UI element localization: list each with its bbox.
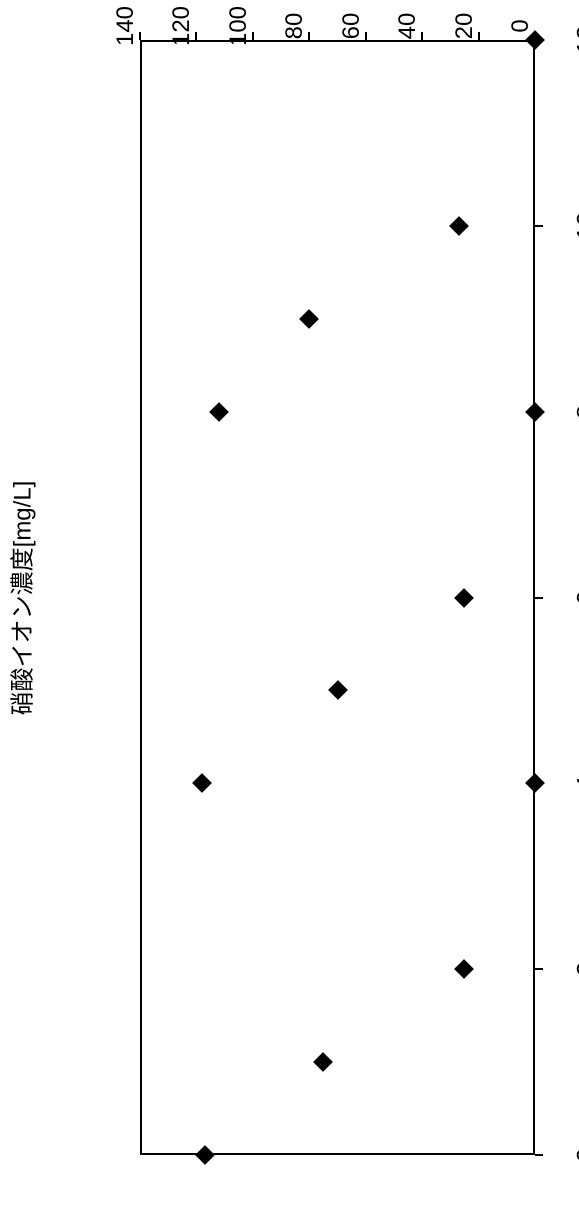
x-tick-label: 12	[571, 26, 579, 55]
y-tick-label: 100	[225, 6, 253, 46]
x-tick-label: 2	[571, 962, 579, 976]
x-tick-label: 4	[571, 776, 579, 790]
x-tick-label: 8	[571, 404, 579, 418]
x-tick-label: 6	[571, 590, 579, 604]
y-tick-label: 40	[394, 13, 422, 40]
y-tick-label: 0	[507, 19, 535, 32]
x-tick-label: 0	[571, 1148, 579, 1162]
y-tick-label: 140	[112, 6, 140, 46]
y-axis-title: 硝酸イオン濃度[mg/L]	[3, 480, 38, 715]
scatter-chart: 硝酸イオン濃度[mg/L] 反応時間 020406080100120140024…	[0, 0, 579, 1217]
plot-border-top	[140, 40, 535, 42]
x-tick-label: 10	[571, 211, 579, 240]
y-tick-label: 60	[338, 13, 366, 40]
y-tick-label: 20	[451, 13, 479, 40]
plot-area	[140, 40, 535, 1155]
x-tick	[535, 1154, 543, 1156]
x-tick	[535, 597, 543, 599]
y-tick-label: 120	[168, 6, 196, 46]
plot-border-left	[140, 40, 142, 1155]
x-tick	[535, 225, 543, 227]
x-tick	[535, 968, 543, 970]
y-tick-label: 80	[281, 13, 309, 40]
